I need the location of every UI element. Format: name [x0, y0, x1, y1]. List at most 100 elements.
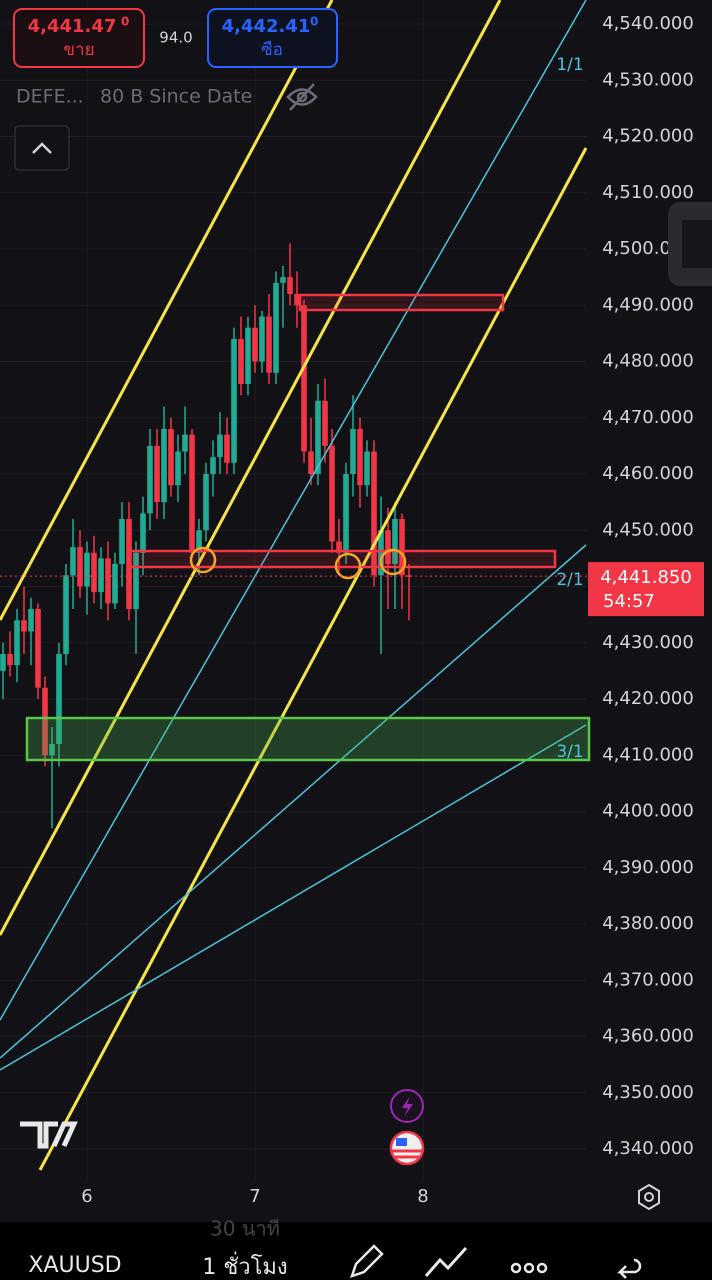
fan-label: 1/1 [556, 55, 583, 75]
candle-body [196, 530, 202, 553]
last-price-box [588, 562, 704, 617]
sell-label: ขาย [63, 40, 94, 60]
time-axis: 6 7 8 [81, 1186, 428, 1207]
candle-body [280, 277, 286, 283]
candle-body [273, 282, 279, 373]
y-tick-label: 4,390.000 [602, 857, 694, 878]
buy-button[interactable] [207, 8, 338, 68]
sell-price-sup: 0 [121, 15, 129, 29]
indicator-icon[interactable] [424, 1246, 468, 1277]
collapse-button[interactable] [14, 125, 70, 171]
candle-body [294, 294, 300, 306]
buy-price: 4,442.41 [222, 16, 311, 37]
candle-body [91, 552, 97, 593]
candle-body [28, 609, 34, 632]
channel-line [38, 147, 588, 1171]
more-icon[interactable] [510, 1262, 548, 1274]
candle-body [119, 519, 125, 564]
candle-body [238, 339, 244, 384]
candle-body [84, 552, 90, 587]
event-icon[interactable] [389, 1130, 425, 1166]
symbol[interactable]: XAUUSD [28, 1253, 121, 1278]
candle-body [112, 564, 118, 604]
y-tick-label: 4,360.000 [602, 1026, 694, 1047]
candle-body [259, 316, 265, 362]
candle-body [399, 519, 405, 576]
candle-body [189, 434, 195, 553]
y-tick-label: 4,490.000 [602, 294, 694, 315]
touch-marker [189, 546, 217, 574]
fan-line [0, 0, 587, 1021]
y-tick-label: 4,370.000 [602, 969, 694, 990]
indicator-name: DEFE... [16, 86, 84, 108]
broker-logo [682, 220, 712, 268]
y-tick-label: 4,350.000 [602, 1082, 694, 1103]
candle-body [308, 451, 314, 474]
y-tick-label: 4,460.000 [602, 463, 694, 484]
candle-body [329, 445, 335, 542]
candle-body [182, 434, 188, 452]
candle-body [371, 451, 377, 576]
candle-body [217, 434, 223, 458]
y-tick-label: 4,400.000 [602, 801, 694, 822]
candle-body [63, 575, 69, 654]
x-tick-label: 6 [81, 1186, 92, 1207]
settings-icon[interactable] [638, 1183, 660, 1211]
candle-body [301, 305, 307, 452]
candle-body [35, 609, 41, 688]
candle-body [14, 620, 20, 666]
support-zone [126, 549, 557, 569]
candle-body [0, 654, 6, 671]
resistance-zone [298, 293, 505, 312]
interval-prev[interactable]: 30 นาที [210, 1217, 280, 1241]
candle-body [133, 552, 139, 609]
candle-body [252, 327, 258, 362]
candle-body [77, 547, 83, 587]
candle-body [161, 429, 167, 503]
candle-body [154, 445, 160, 503]
demand-zone [25, 716, 591, 762]
sell-button[interactable] [13, 8, 145, 68]
candles [0, 243, 412, 829]
x-tick-label: 8 [417, 1186, 428, 1207]
candle-body [350, 429, 356, 474]
y-tick-label: 4,380.000 [602, 913, 694, 934]
hide-icon[interactable] [286, 83, 318, 111]
spread: 94.0 [159, 29, 192, 47]
channel-line [0, 0, 334, 621]
y-tick-label: 4,480.000 [602, 351, 694, 372]
candle-body [245, 327, 251, 384]
fan-label: 2/1 [556, 570, 583, 590]
candle-body [343, 474, 349, 553]
y-tick-label: 4,510.000 [602, 182, 694, 203]
y-tick-label: 4,340.000 [602, 1138, 694, 1159]
fan-line [0, 724, 587, 1071]
y-tick-label: 4,410.000 [602, 744, 694, 765]
y-tick-label: 4,530.000 [602, 69, 694, 90]
candle-body [385, 530, 391, 564]
chevron-icon [32, 142, 52, 154]
candle-body [21, 620, 27, 632]
fan-label: 3/1 [556, 742, 583, 762]
indicator-params: 80 B Since Date [100, 86, 252, 108]
candle-body [203, 474, 209, 531]
interval[interactable]: 1 ชั่วโมง [202, 1251, 287, 1280]
channel-line [0, 0, 502, 936]
bolt [402, 1096, 413, 1117]
undo-icon[interactable] [616, 1258, 642, 1279]
draw-icon[interactable] [350, 1244, 384, 1278]
candle-body [168, 429, 174, 486]
candle-body [322, 400, 328, 446]
candle-body [98, 558, 104, 593]
candle-body [357, 429, 363, 486]
touch-marker [379, 548, 407, 576]
y-tick-label: 4,430.000 [602, 632, 694, 653]
candle-body [392, 519, 398, 564]
candle-body [336, 541, 342, 553]
y-tick-label: 4,420.000 [602, 688, 694, 709]
last-price-label: 4,441.850 [600, 567, 692, 588]
candle-body [70, 547, 76, 576]
